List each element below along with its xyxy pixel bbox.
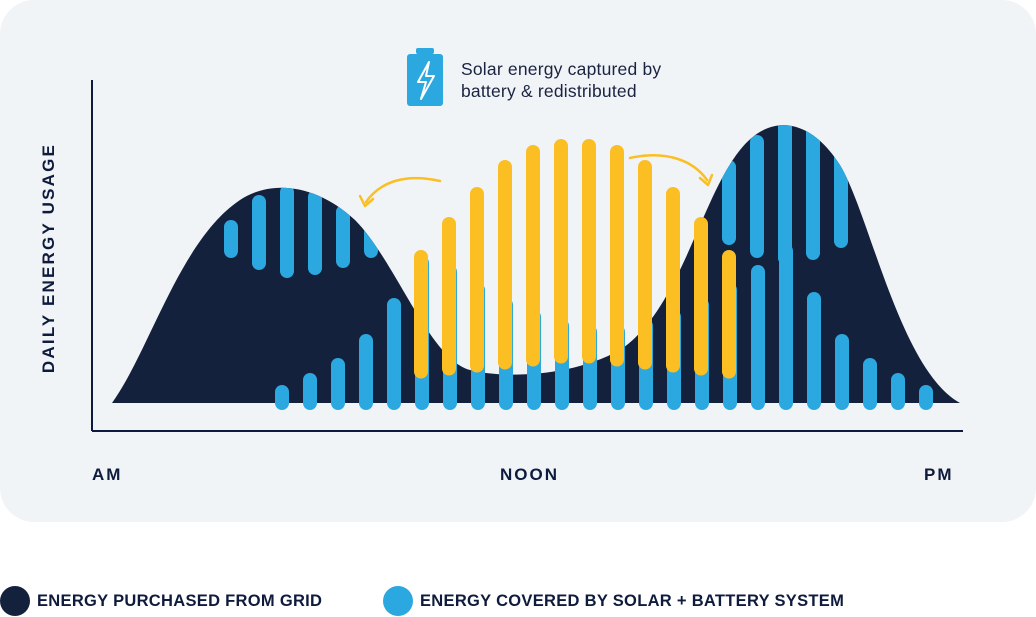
x-tick-am: AM (92, 465, 123, 484)
battery-capture-bar (470, 187, 484, 373)
solar-covered-bar (303, 373, 317, 410)
annotation-line-2: battery & redistributed (461, 81, 637, 101)
solar-covered-bar (751, 265, 765, 410)
peak-solar-bar (834, 150, 848, 248)
peak-solar-bar (308, 190, 322, 275)
solar-covered-bar (807, 292, 821, 410)
legend-swatch-grid (0, 586, 30, 616)
chart-canvas (91, 48, 963, 432)
annotation-text: Solar energy captured by battery & redis… (461, 58, 721, 102)
battery-capture-bar (638, 160, 652, 370)
battery-capture-bar (666, 187, 680, 373)
annotation-line-1: Solar energy captured by (461, 59, 662, 79)
solar-covered-bar (275, 385, 289, 410)
peak-solar-bar (364, 225, 378, 258)
legend-item-grid: ENERGY PURCHASED FROM GRID (0, 586, 322, 616)
battery-capture-bar (582, 139, 596, 364)
legend-swatch-solar (383, 586, 413, 616)
battery-capture-bar (554, 139, 568, 364)
grid-energy-area (112, 125, 960, 403)
solar-covered-bar (863, 358, 877, 410)
battery-capture-bar (722, 250, 736, 379)
right-arrowhead (698, 173, 714, 187)
battery-capture-bar (442, 217, 456, 376)
solar-covered-bar (331, 358, 345, 410)
solar-covered-bar (387, 298, 401, 410)
legend-label-solar: ENERGY COVERED BY SOLAR + BATTERY SYSTEM (420, 591, 845, 610)
right-redistribution-arrow (628, 154, 709, 182)
x-tick-noon: NOON (500, 465, 559, 484)
battery-bolt-icon (407, 48, 443, 106)
battery-capture-bar (526, 145, 540, 367)
peak-solar-bar (224, 220, 238, 258)
solar-covered-bar (891, 373, 905, 410)
battery-capture-bar (694, 217, 708, 376)
battery-capture-bar (414, 250, 428, 379)
battery-capture-bars (414, 139, 736, 379)
x-tick-pm: PM (924, 465, 954, 484)
solar-covered-bar (835, 334, 849, 410)
peak-solar-bars (224, 125, 848, 278)
peak-solar-bar (336, 205, 350, 268)
left-redistribution-arrow (364, 176, 442, 204)
legend-label-grid: ENERGY PURCHASED FROM GRID (37, 591, 323, 610)
y-axis-label: DAILY ENERGY USAGE (39, 142, 58, 374)
solar-covered-bar (779, 244, 793, 410)
peak-solar-bar (806, 125, 820, 260)
legend-item-solar: ENERGY COVERED BY SOLAR + BATTERY SYSTEM (383, 586, 844, 616)
battery-capture-bar (498, 160, 512, 370)
peak-solar-bar (750, 135, 764, 258)
peak-solar-bar (778, 125, 792, 265)
peak-solar-bar (722, 160, 736, 245)
left-arrowhead (358, 194, 375, 208)
peak-solar-bar (280, 185, 294, 278)
battery-capture-bar (610, 145, 624, 367)
peak-solar-bar (252, 195, 266, 270)
solar-covered-bar (919, 385, 933, 410)
solar-covered-bar (359, 334, 373, 410)
